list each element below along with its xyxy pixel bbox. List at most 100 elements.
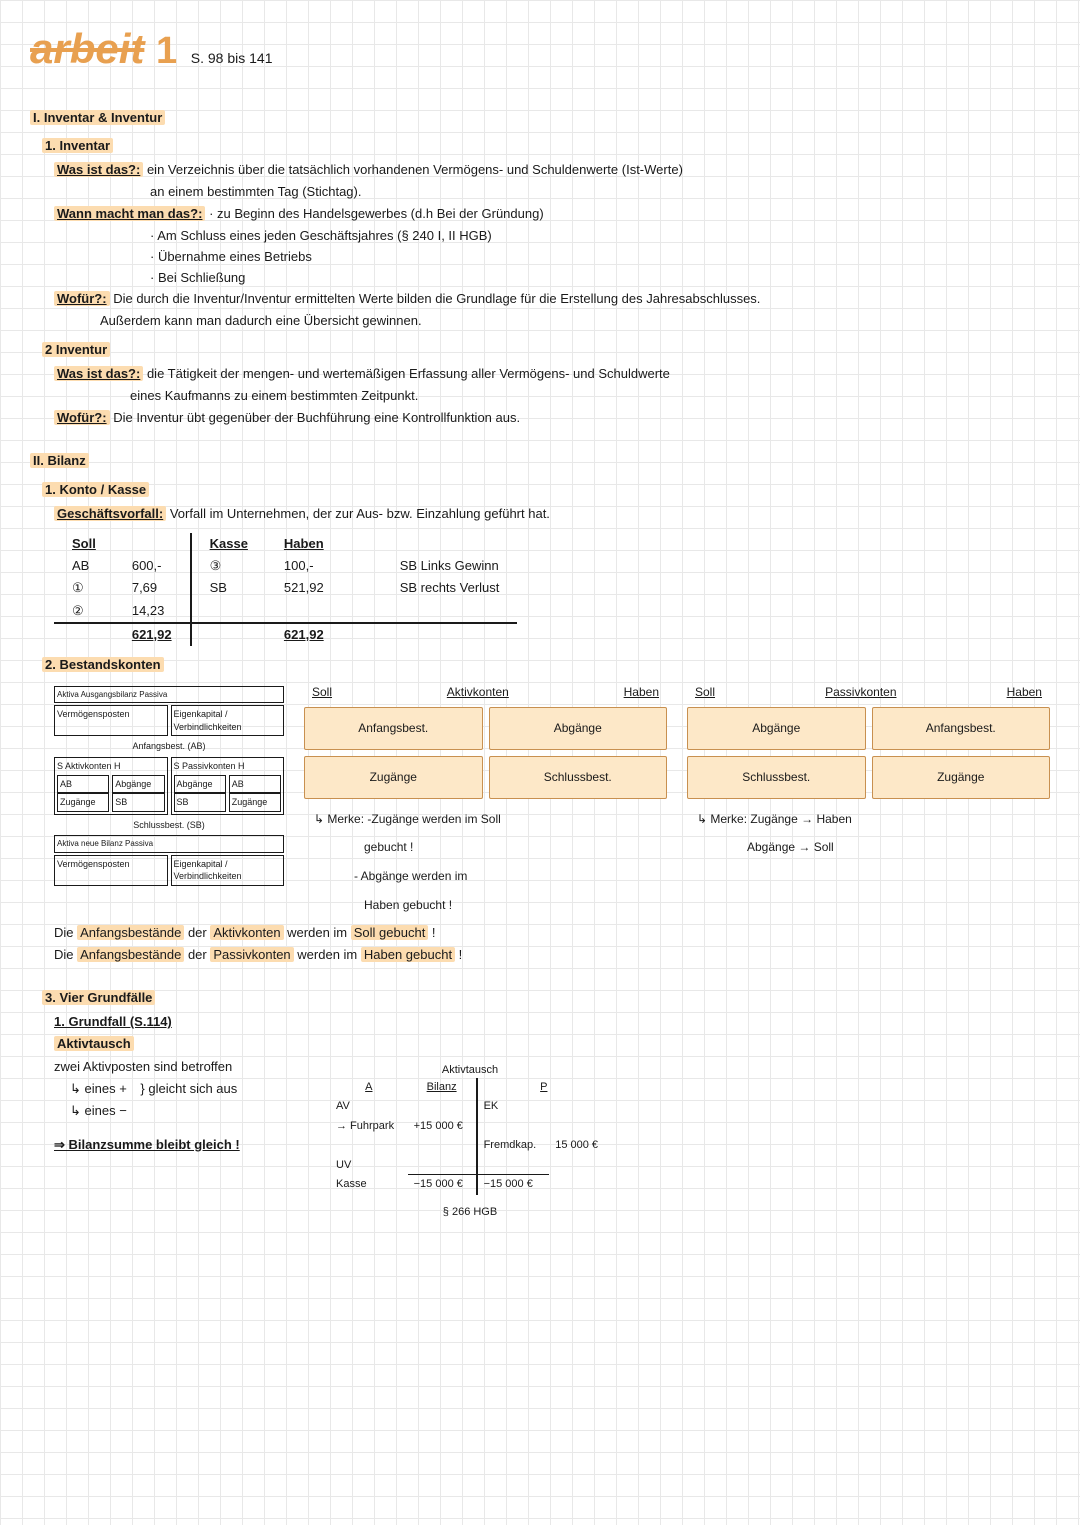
r2a: ① (54, 577, 114, 599)
mini-b1-r: Eigenkapital / Verbindlichkeiten (171, 705, 285, 736)
q2-b: · Am Schluss eines jeden Geschäftsjahres… (150, 227, 1050, 245)
title-number: 1 (156, 25, 177, 78)
q3-b: Außerdem kann man dadurch eine Übersicht… (100, 312, 1050, 330)
rule-2: Die Anfangsbestände der Passivkonten wer… (54, 946, 1050, 964)
q-wofuer-1: Wofür?: Die durch die Inventur/Inventur … (54, 290, 1050, 308)
aktivtausch-label: Aktivtausch (54, 1035, 1050, 1053)
mini-b1-title: Aktiva Ausgangsbilanz Passiva (54, 686, 284, 703)
section-2-heading: II. Bilanz (30, 452, 1050, 470)
r1c: ③ (191, 555, 266, 577)
mini-pas-l2: SB (174, 793, 226, 812)
col-soll: Soll (54, 533, 114, 555)
aktivtausch-text: Aktivtausch (54, 1036, 134, 1051)
passiv-title: Passivkonten (825, 684, 896, 701)
bil-fkv: 15 000 € (549, 1136, 610, 1155)
kasse-t-account: Soll Kasse Haben AB 600,- ③ 100,- SB Lin… (54, 533, 517, 646)
sub-2-1-heading: 1. Konto / Kasse (42, 481, 1050, 499)
passiv-m2: Abgänge → Soll (687, 839, 1050, 856)
inv-q1-label: Was ist das?: (54, 366, 143, 381)
bestandskonten-row: Aktiva Ausgangsbilanz Passiva Vermögensp… (54, 684, 1050, 914)
q2-d: · Bei Schließung (150, 269, 1050, 287)
bil-fp: → Fuhrpark (330, 1117, 408, 1136)
passiv-c3: Schlussbest. (687, 756, 866, 799)
sub-1-1-heading: 1. Inventar (42, 137, 1050, 155)
r1b-t: Anfangsbestände (77, 925, 184, 940)
inv-q1: Was ist das?: die Tätigkeit der mengen- … (54, 365, 1050, 383)
bil-title: Aktivtausch (330, 1063, 610, 1078)
r1note: SB Links Gewinn (382, 555, 517, 577)
section-2-heading-text: II. Bilanz (30, 453, 89, 468)
total-right: 621,92 (266, 623, 342, 646)
section-1-heading: I. Inventar & Inventur (30, 109, 1050, 127)
r1a: AB (54, 555, 114, 577)
mini-akt-l2: Zugänge (57, 793, 109, 812)
r1b: 600,- (114, 555, 191, 577)
bil-fpv: +15 000 € (408, 1117, 477, 1136)
q2-c: · Übernahme eines Betriebs (150, 248, 1050, 266)
mini-pas-r: AB (229, 775, 281, 794)
aktiv-haben: Haben (624, 684, 659, 701)
gv-label: Geschäftsvorfall: (54, 506, 166, 521)
r1e-t: werden im (284, 925, 351, 940)
grundfall-1: 1. Grundfall (S.114) (54, 1013, 1050, 1031)
aktiv-title: Aktivkonten (447, 684, 509, 701)
bil-law: § 266 HGB (330, 1205, 610, 1220)
inv-q2: Wofür?: Die Inventur übt gegenüber der B… (54, 409, 1050, 427)
page-range: S. 98 bis 141 (191, 49, 273, 69)
sub-2-2-heading: 2. Bestandskonten (42, 656, 1050, 674)
q1-answer-a: ein Verzeichnis über die tatsächlich vor… (147, 162, 683, 177)
mini-pas-l: Abgänge (174, 775, 226, 794)
bil-uv: UV (330, 1156, 408, 1175)
mini-sb: Schlussbest. (SB) (54, 819, 284, 832)
bil-p: P (477, 1078, 610, 1097)
r2d: 521,92 (266, 577, 342, 599)
q-wann: Wann macht man das?: · zu Beginn des Han… (54, 205, 1050, 223)
aktiv-c4: Schlussbest. (489, 756, 668, 799)
total-left: 621,92 (114, 623, 191, 646)
bil-kv: −15 000 € (408, 1175, 477, 1195)
mini-b2-l: Vermögensposten (54, 855, 168, 886)
r3a: ② (54, 600, 114, 623)
aktiv-m4: Haben gebucht ! (304, 897, 667, 914)
aktiv-c2: Abgänge (489, 707, 668, 750)
aktiv-soll: Soll (312, 684, 332, 701)
title-text: arbeit (30, 20, 144, 79)
sub-1-2-heading: 2 Inventur (42, 341, 1050, 359)
r1d-t: Aktivkonten (210, 925, 283, 940)
page-title: arbeit 1 S. 98 bis 141 (30, 20, 1050, 84)
section-1-heading-text: I. Inventar & Inventur (30, 110, 165, 125)
r2b-t: Anfangsbestände (77, 947, 184, 962)
mini-b2-title: Aktiva neue Bilanz Passiva (54, 835, 284, 852)
aktiv-m3: - Abgänge werden im (304, 868, 667, 885)
r2g-t: ! (455, 947, 462, 962)
r2note: SB rechts Verlust (382, 577, 518, 599)
sub-2-1-heading-text: 1. Konto / Kasse (42, 482, 149, 497)
mini-akt-l: AB (57, 775, 109, 794)
sub-1-2-heading-text: 2 Inventur (42, 342, 110, 357)
inv-q1-a: die Tätigkeit der mengen- und wertemäßig… (147, 366, 670, 381)
passiv-c2: Anfangsbest. (872, 707, 1051, 750)
inv-q2-label: Wofür?: (54, 410, 110, 425)
mini-akt-r2: SB (112, 793, 164, 812)
bil-ek: EK (477, 1097, 550, 1116)
r1d: 100,- (266, 555, 342, 577)
passiv-m1: ↳ Merke: Zugänge → Haben (687, 811, 1050, 828)
q2-label: Wann macht man das?: (54, 206, 205, 221)
q1-label: Was ist das?: (54, 162, 143, 177)
r1g-t: ! (428, 925, 435, 940)
passiv-haben: Haben (1007, 684, 1042, 701)
mini-pas-r2: Zugänge (229, 793, 281, 812)
r1a-t: Die (54, 925, 77, 940)
aktivkonten-block: Soll Aktivkonten Haben Anfangsbest. Abgä… (304, 684, 667, 914)
mini-b2-r: Eigenkapital / Verbindlichkeiten (171, 855, 285, 886)
passivkonten-block: Soll Passivkonten Haben Abgänge Anfangsb… (687, 684, 1050, 856)
q2-a: · zu Beginn des Handelsgewerbes (d.h Bei… (209, 206, 544, 221)
aktiv-c3: Zugänge (304, 756, 483, 799)
mini-pas-t: S Passivkonten H (174, 760, 282, 773)
gv-text: Vorfall im Unternehmen, der zur Aus- bzw… (170, 506, 550, 521)
rule-1: Die Anfangsbestände der Aktivkonten werd… (54, 924, 1050, 942)
r2a-t: Die (54, 947, 77, 962)
at-l2: ↳ eines − (70, 1102, 290, 1120)
passiv-c4: Zugänge (872, 756, 1051, 799)
passiv-c1: Abgänge (687, 707, 866, 750)
